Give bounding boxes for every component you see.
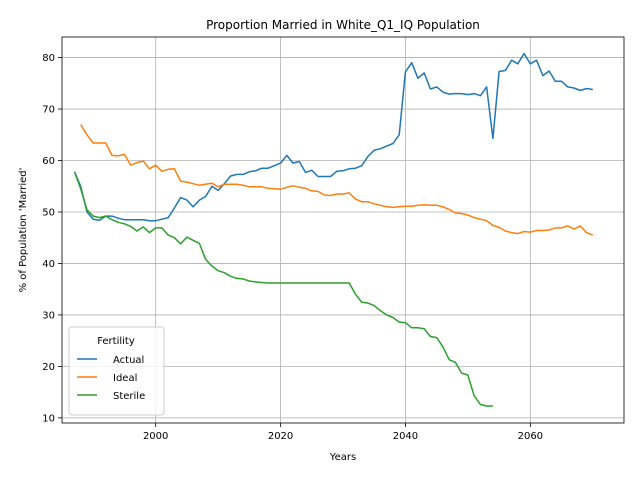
x-axis: 2000 2020 2040 2060: [143, 423, 543, 442]
legend-label-ideal: Ideal: [113, 373, 137, 384]
legend-label-sterile: Sterile: [113, 391, 145, 402]
legend-label-actual: Actual: [113, 355, 144, 366]
y-tick-label: 10: [42, 413, 55, 424]
legend-title: Fertility: [97, 336, 135, 347]
y-tick-label: 20: [42, 362, 55, 373]
y-tick-label: 70: [42, 105, 55, 116]
x-axis-label: Years: [329, 452, 356, 463]
y-axis: 10 20 30 40 50 60 70 80: [42, 53, 62, 424]
series-layer: [73, 52, 594, 407]
series-line-sterile: [73, 171, 493, 407]
y-tick-label: 60: [42, 156, 55, 167]
x-tick-label: 2020: [268, 431, 293, 442]
y-tick-label: 40: [42, 259, 55, 270]
y-tick-label: 80: [42, 53, 55, 64]
x-tick-label: 2000: [143, 431, 168, 442]
plot-frame: [61, 36, 625, 424]
series-line-actual: [73, 52, 593, 222]
grid: [62, 37, 624, 423]
chart-title: Proportion Married in White_Q1_IQ Popula…: [206, 18, 480, 32]
x-tick-label: 2060: [518, 431, 543, 442]
y-tick-label: 50: [42, 207, 55, 218]
series-line-ideal: [80, 124, 594, 236]
y-tick-label: 30: [42, 310, 55, 321]
x-tick-label: 2040: [393, 431, 418, 442]
legend: Fertility Actual Ideal Sterile: [68, 326, 165, 416]
legend-box: [68, 326, 165, 416]
y-axis-label: % of Population 'Married': [18, 168, 29, 293]
